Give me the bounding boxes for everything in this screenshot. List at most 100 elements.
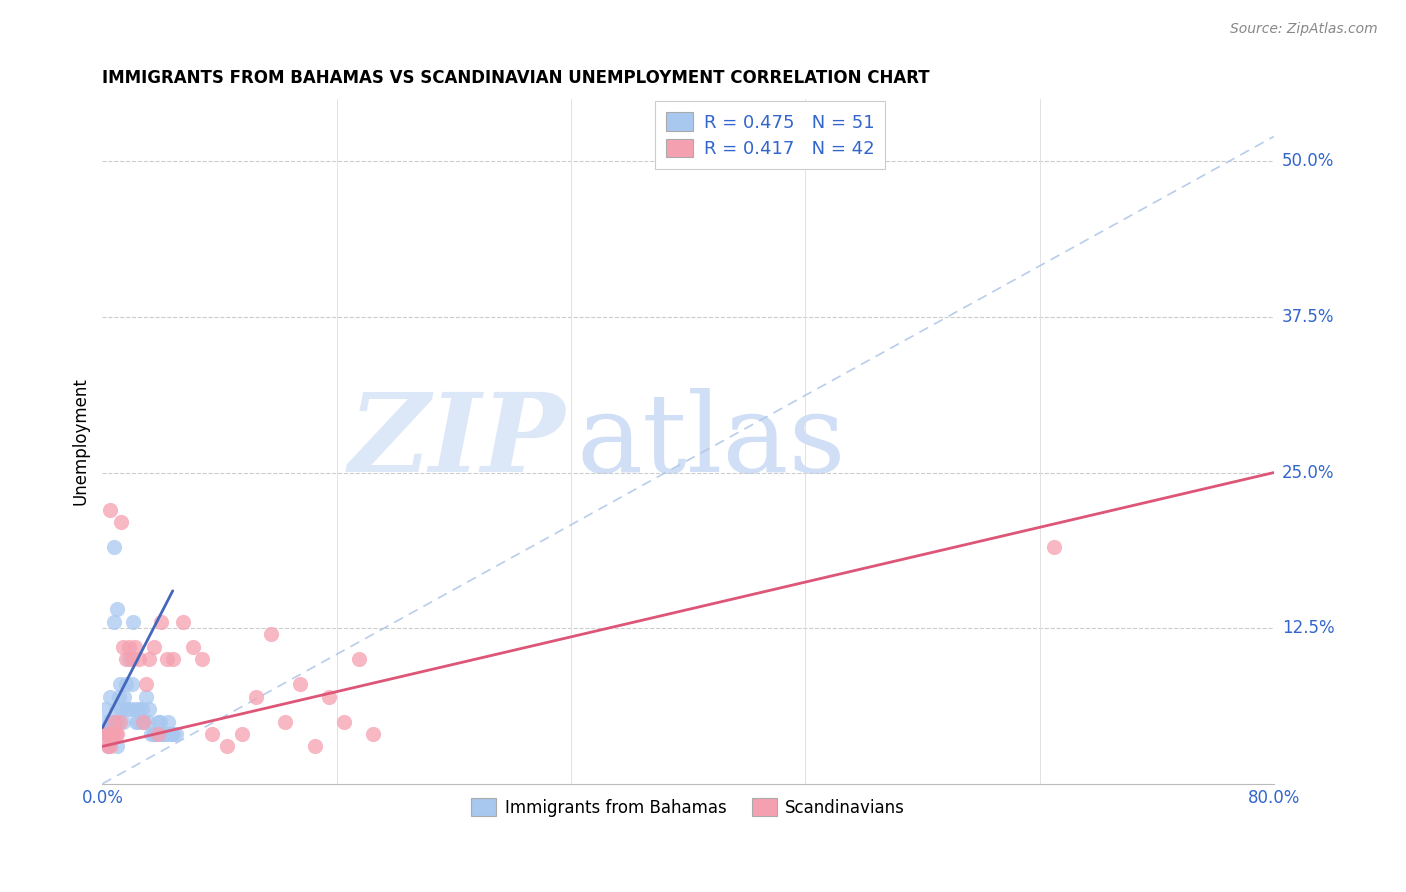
Point <box>110 702 132 716</box>
Point <box>128 702 150 716</box>
Point <box>148 714 170 729</box>
Point <box>100 727 122 741</box>
Text: 12.5%: 12.5% <box>1282 619 1334 637</box>
Point <box>104 727 127 741</box>
Point <box>96 727 118 741</box>
Point <box>132 714 155 729</box>
Point <box>122 615 145 629</box>
Point <box>97 727 120 741</box>
Point <box>100 714 122 729</box>
Point <box>112 690 135 704</box>
Point <box>146 714 169 729</box>
Point <box>201 727 224 741</box>
Point <box>304 739 326 754</box>
Point <box>120 702 142 716</box>
Point <box>111 714 134 729</box>
Point <box>157 714 180 729</box>
Point <box>98 727 121 741</box>
Point <box>172 615 194 629</box>
Point <box>118 640 141 654</box>
Point <box>98 503 121 517</box>
Point <box>118 652 141 666</box>
Text: IMMIGRANTS FROM BAHAMAS VS SCANDINAVIAN UNEMPLOYMENT CORRELATION CHART: IMMIGRANTS FROM BAHAMAS VS SCANDINAVIAN … <box>103 69 929 87</box>
Point <box>124 702 146 716</box>
Point <box>124 640 146 654</box>
Point <box>150 727 173 741</box>
Point <box>104 714 127 729</box>
Point <box>100 727 122 741</box>
Text: atlas: atlas <box>576 388 846 495</box>
Point <box>160 727 183 741</box>
Point <box>104 702 127 716</box>
Point <box>231 727 253 741</box>
Point <box>150 615 173 629</box>
Point <box>96 727 118 741</box>
Point <box>97 739 120 754</box>
Point <box>156 727 179 741</box>
Point <box>103 541 125 555</box>
Point <box>94 727 117 741</box>
Point <box>288 677 311 691</box>
Point <box>131 702 153 716</box>
Point <box>105 739 128 754</box>
Point <box>97 739 120 754</box>
Text: ZIP: ZIP <box>349 388 565 495</box>
Point <box>103 714 125 729</box>
Point <box>191 652 214 666</box>
Point <box>105 602 128 616</box>
Point <box>101 727 124 741</box>
Point <box>121 677 143 691</box>
Point <box>128 652 150 666</box>
Point <box>274 714 297 729</box>
Point <box>115 652 138 666</box>
Point <box>96 714 118 729</box>
Point <box>139 727 162 741</box>
Point <box>181 640 204 654</box>
Point <box>347 652 370 666</box>
Point <box>101 727 124 741</box>
Point <box>107 690 129 704</box>
Point <box>165 727 187 741</box>
Point <box>156 652 179 666</box>
Point <box>333 714 356 729</box>
Point <box>127 714 149 729</box>
Point <box>318 690 340 704</box>
Text: 37.5%: 37.5% <box>1282 308 1334 326</box>
Point <box>146 727 169 741</box>
Text: Source: ZipAtlas.com: Source: ZipAtlas.com <box>1230 22 1378 37</box>
Point <box>117 702 139 716</box>
Point <box>98 690 121 704</box>
Point <box>138 702 160 716</box>
Point <box>108 677 131 691</box>
Point <box>125 714 148 729</box>
Y-axis label: Unemployment: Unemployment <box>72 377 89 506</box>
Point <box>1043 541 1066 555</box>
Point <box>155 727 177 741</box>
Point <box>245 690 267 704</box>
Point <box>136 714 159 729</box>
Point <box>152 727 174 741</box>
Point <box>132 714 155 729</box>
Point <box>98 739 121 754</box>
Point <box>115 677 138 691</box>
Point <box>142 640 165 654</box>
Point <box>135 677 157 691</box>
Point <box>98 714 121 729</box>
Point <box>105 727 128 741</box>
Point <box>138 652 160 666</box>
Point <box>162 727 184 741</box>
Text: 50.0%: 50.0% <box>1282 153 1334 170</box>
Point <box>94 702 117 716</box>
Point <box>142 727 165 741</box>
Point <box>135 690 157 704</box>
Point <box>110 516 132 530</box>
Point <box>363 727 385 741</box>
Point <box>260 627 283 641</box>
Point <box>108 714 131 729</box>
Point <box>111 640 134 654</box>
Point <box>103 615 125 629</box>
Point <box>215 739 238 754</box>
Point <box>143 727 166 741</box>
Legend: Immigrants from Bahamas, Scandinavians: Immigrants from Bahamas, Scandinavians <box>465 792 911 823</box>
Text: 25.0%: 25.0% <box>1282 464 1334 482</box>
